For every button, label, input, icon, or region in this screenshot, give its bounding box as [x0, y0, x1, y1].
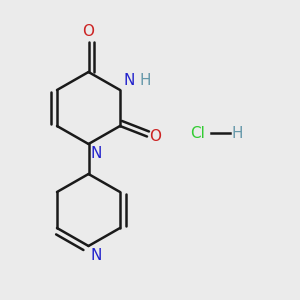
Text: O: O [149, 129, 161, 144]
Text: O: O [82, 24, 94, 39]
Text: H: H [140, 73, 151, 88]
Text: N: N [91, 146, 102, 160]
Text: N: N [123, 73, 134, 88]
Text: H: H [231, 126, 243, 141]
Text: N: N [91, 248, 102, 262]
Text: Cl: Cl [190, 126, 206, 141]
